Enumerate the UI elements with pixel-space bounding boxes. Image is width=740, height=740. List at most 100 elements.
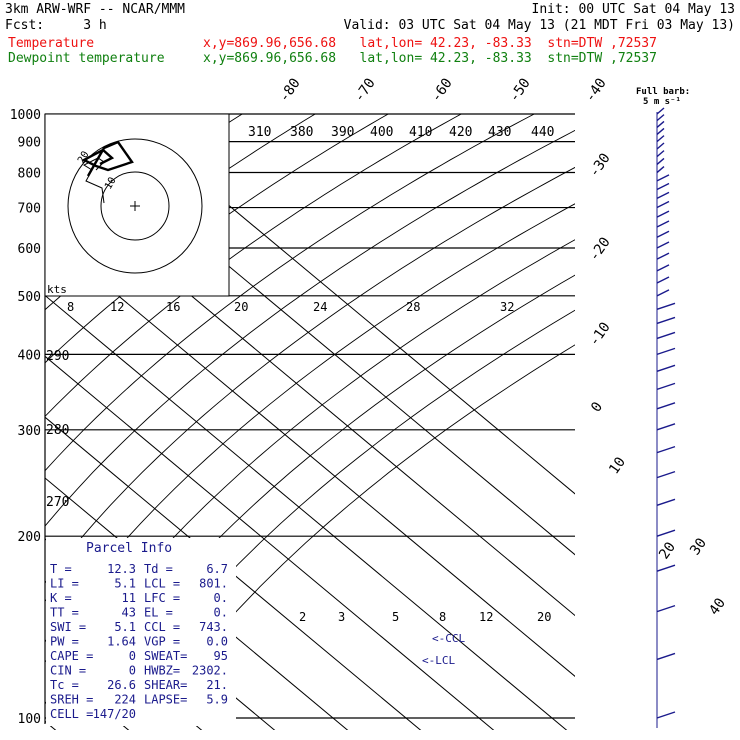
wind-barb — [656, 529, 676, 537]
dry-adiabat — [120, 309, 575, 706]
theta-label: 310 — [248, 125, 271, 140]
mixing-ratio-label: 8 — [439, 610, 446, 624]
parcel-label: HWBZ= — [144, 664, 180, 678]
parcel-label: EL = — [144, 606, 173, 620]
barb-note-line-2: 5 m s⁻¹ — [643, 97, 681, 107]
isotherm-label: -80 — [276, 75, 304, 105]
isotherm-label: -30 — [586, 150, 614, 180]
valid-time: Valid: 03 UTC Sat 04 May 13 (21 MDT Fri … — [343, 18, 735, 33]
wind-barb — [656, 191, 670, 199]
pressure-tick-label: 800 — [18, 167, 41, 182]
pressure-tick-label: 700 — [18, 202, 41, 217]
hodograph-panel — [44, 113, 230, 297]
wind-barb — [656, 402, 676, 410]
wind-barb — [656, 264, 670, 272]
forecast-hour: Fcst: 3 h — [5, 18, 107, 33]
isotherm-line — [45, 355, 495, 730]
wind-barb — [656, 498, 676, 506]
isotherm-line — [118, 114, 575, 495]
parcel-box-background — [46, 538, 236, 726]
parcel-value: 0 — [129, 664, 136, 678]
dry-adiabat — [45, 129, 575, 527]
parcel-value: 2302. — [192, 664, 228, 678]
ccl-marker: <-CCL — [432, 632, 465, 645]
parcel-label: CIN = — [50, 664, 86, 678]
mixing-ratio-label: 12 — [110, 300, 124, 314]
isotherm-label: -60 — [428, 75, 456, 105]
pressure-tick-label: 900 — [18, 136, 41, 151]
theta-label: 420 — [449, 125, 472, 140]
parcel-label: LI = — [50, 577, 79, 591]
dry-adiabat — [45, 114, 463, 418]
wind-barb — [656, 182, 670, 191]
wind-barb — [656, 120, 665, 128]
wind-barb — [656, 276, 670, 284]
parcel-label: T = — [50, 562, 72, 576]
theta-label: 440 — [531, 125, 554, 140]
parcel-label: SHEAR= — [144, 678, 187, 692]
parcel-value: 95 — [214, 649, 228, 663]
wind-barb — [656, 564, 676, 572]
theta-label: 280 — [46, 423, 69, 438]
wind-barb — [656, 135, 665, 143]
parcel-value: 5.1 — [114, 620, 136, 634]
wind-barb — [656, 316, 676, 325]
mixing-ratio-label: 32 — [500, 300, 514, 314]
wind-barb — [656, 230, 670, 238]
parcel-label: SWEAT= — [144, 649, 187, 663]
wind-barb — [656, 127, 665, 135]
isotherm-line — [0, 101, 1, 740]
isotherm-line — [45, 294, 568, 730]
model-title: 3km ARW-WRF -- NCAR/MMM — [5, 2, 186, 17]
parcel-value: 743. — [199, 620, 228, 634]
isotherm-line — [45, 416, 422, 730]
theta-label: 290 — [46, 349, 69, 364]
isotherm-line — [45, 477, 349, 730]
hodograph: 10 20 kts — [44, 113, 230, 297]
pressure-tick-label: 300 — [18, 424, 41, 439]
isotherm-label: 0 — [588, 399, 606, 415]
pressure-tick-label: 200 — [18, 530, 41, 545]
temperature-legend: Temperature — [8, 36, 95, 51]
parcel-value: 26.6 — [107, 678, 136, 692]
lcl-marker: <-LCL — [422, 654, 455, 667]
wind-barb — [656, 382, 676, 391]
hodograph-outer-ring — [67, 138, 203, 274]
wind-barb — [656, 347, 676, 356]
wind-barb — [656, 150, 665, 158]
wind-barb — [656, 241, 670, 249]
hodograph-trace-bold — [81, 140, 134, 177]
isotherm-label: -10 — [586, 319, 614, 349]
parcel-value: 0 — [129, 649, 136, 663]
wind-barb — [656, 364, 676, 372]
pressure-tick-label: 500 — [18, 290, 41, 305]
wind-barb — [656, 711, 676, 719]
wind-barb — [656, 157, 665, 165]
hodograph-units: kts — [47, 283, 67, 296]
parcel-value: 6.7 — [206, 562, 228, 576]
parcel-info-box: Parcel Info T = 12.3 Td = 6.7 LI = 5.1 LCL = 801… — [46, 538, 236, 726]
parcel-label: LFC = — [144, 591, 180, 605]
dewpoint-location: x,y=869.96,656.68 lat,lon= 42.23, -83.33… — [203, 51, 657, 66]
parcel-value: 1.64 — [107, 635, 136, 649]
mixing-ratio-label: 3 — [338, 610, 345, 624]
parcel-title: Parcel Info — [86, 541, 172, 556]
dry-adiabat — [45, 203, 575, 643]
isotherm-label: 40 — [706, 595, 729, 618]
wind-barb — [656, 652, 676, 661]
wind-barb — [656, 445, 676, 454]
parcel-label: K = — [50, 591, 72, 605]
wind-barb — [656, 331, 676, 340]
parcel-value: 5.1 — [114, 577, 136, 591]
parcel-label: CAPE = — [50, 649, 93, 663]
theta-label: 430 — [488, 125, 511, 140]
dry-adiabat — [0, 101, 41, 705]
parcel-value: 801. — [199, 577, 228, 591]
wind-barb — [656, 210, 670, 218]
parcel-label: SREH = — [50, 693, 93, 707]
parcel-label: Tc = — [50, 678, 79, 692]
temperature-location: x,y=869.96,656.68 lat,lon= 42.23, -83.33… — [203, 36, 657, 51]
isotherm-label: -50 — [506, 75, 534, 105]
